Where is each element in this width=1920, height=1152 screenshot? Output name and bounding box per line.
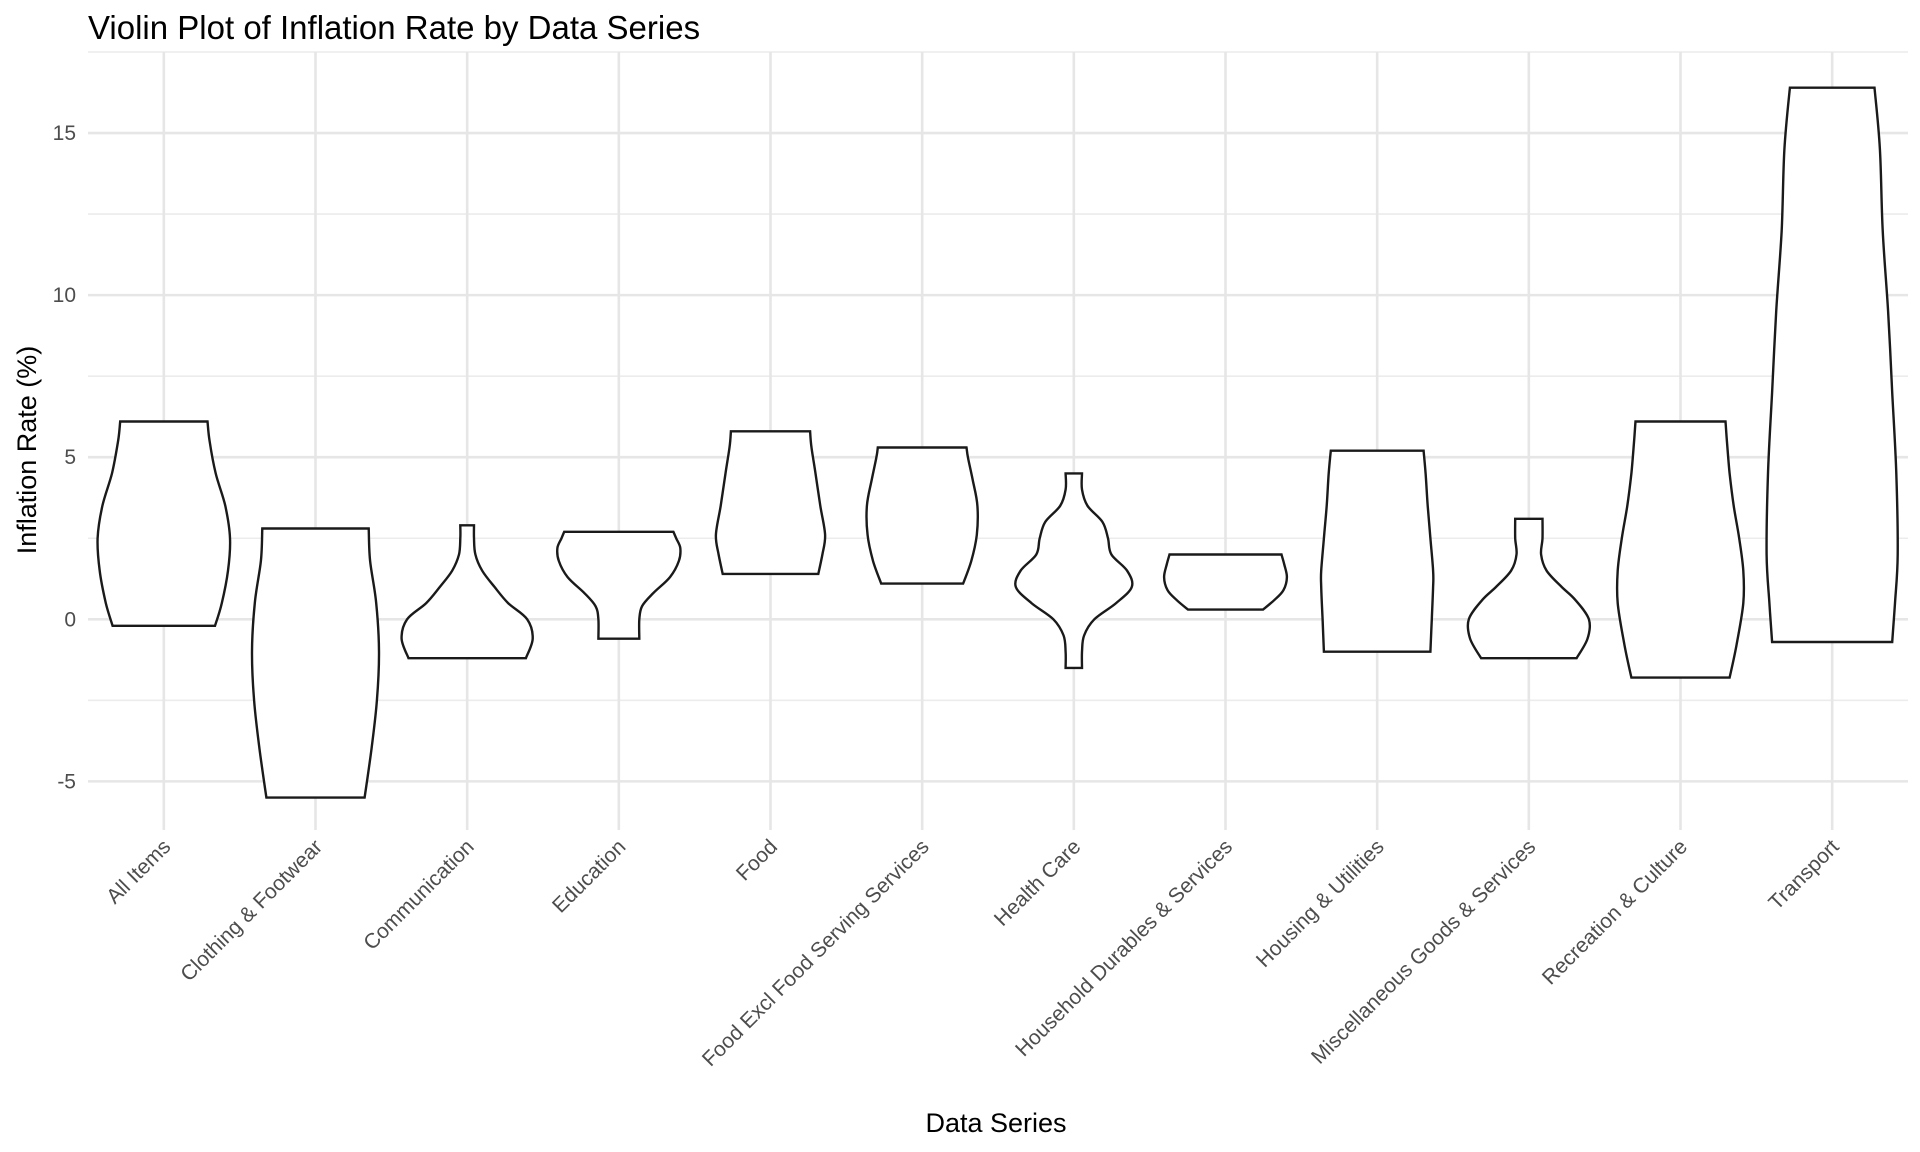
violin-transport	[1767, 88, 1898, 642]
y-tick-label: 15	[53, 122, 76, 145]
violin-education	[557, 532, 680, 639]
violin-housing-utilities	[1321, 451, 1433, 652]
x-tick-label: Food	[732, 835, 782, 885]
x-tick-label: Clothing & Footwear	[176, 835, 327, 986]
violin-food-excl-food-serving-services	[867, 448, 978, 584]
x-tick-label: Transport	[1764, 835, 1843, 914]
y-axis-tick-labels: -5 0 5 10 15	[53, 122, 76, 793]
x-tick-label: Education	[548, 835, 630, 917]
violin-clothing-footwear	[252, 529, 379, 798]
x-tick-label: Health Care	[990, 835, 1086, 931]
violins-layer	[98, 88, 1898, 798]
y-tick-label: -5	[57, 770, 76, 793]
violin-food	[716, 431, 825, 574]
violin-communication	[402, 525, 533, 658]
x-tick-label: Recreation & Culture	[1538, 835, 1692, 989]
violin-recreation-culture	[1617, 422, 1744, 678]
x-axis-tick-labels: All Items Clothing & Footwear Communicatio…	[102, 835, 1844, 1071]
x-tick-label: Housing & Utilities	[1252, 835, 1389, 972]
x-axis-title: Data Series	[925, 1108, 1066, 1138]
y-tick-label: 5	[64, 446, 76, 469]
chart-title: Violin Plot of Inflation Rate by Data Se…	[88, 9, 700, 46]
violin-household-durables-services	[1164, 555, 1287, 610]
violin-health-care	[1015, 473, 1132, 668]
y-tick-label: 0	[64, 608, 76, 631]
violin-miscellaneous-goods-services	[1468, 519, 1590, 658]
violin-all-items	[98, 422, 231, 626]
y-tick-label: 10	[53, 284, 76, 307]
y-axis-title: Inflation Rate (%)	[12, 346, 42, 555]
x-tick-label: Communication	[359, 835, 478, 954]
x-tick-label: All Items	[102, 835, 175, 908]
